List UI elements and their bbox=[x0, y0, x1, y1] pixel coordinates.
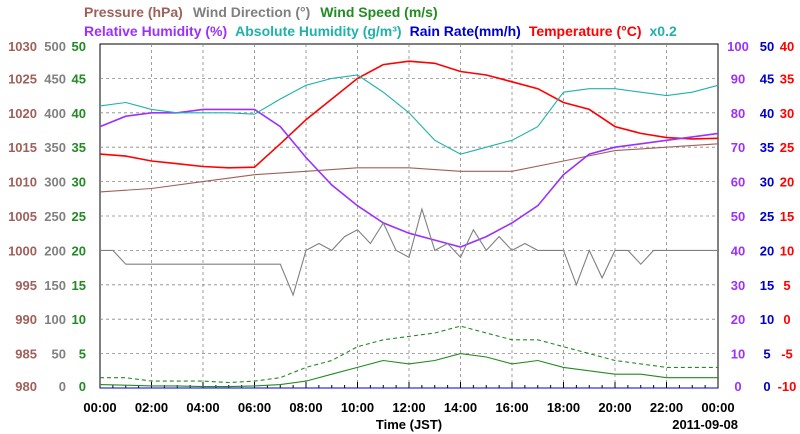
wind_dir-axis-tick-label: 250 bbox=[44, 209, 66, 224]
rain-axis-tick-label: 30 bbox=[760, 175, 774, 190]
temp-axis-tick-label: 0 bbox=[783, 312, 790, 327]
x-tick-label: 02:00 bbox=[135, 400, 168, 415]
legend-temp: Temperature (°C) bbox=[529, 23, 642, 39]
x-tick-label: 14:00 bbox=[444, 400, 477, 415]
temp-axis-tick-label: 5 bbox=[783, 278, 790, 293]
temp-axis-tick-label: 25 bbox=[780, 140, 794, 155]
series-line-wind-speed bbox=[99, 353, 718, 388]
wind_dir-axis-tick-label: 300 bbox=[44, 175, 66, 190]
wind_dir-axis-tick-label: 100 bbox=[44, 312, 66, 327]
temp-axis-tick-label: 35 bbox=[780, 71, 794, 86]
wind_speed-axis-tick-label: 0 bbox=[79, 379, 86, 394]
rel_hum-axis-tick-label: 70 bbox=[731, 140, 745, 155]
rel_hum-axis-tick-label: 40 bbox=[731, 243, 745, 258]
x-tick-label: 16:00 bbox=[495, 400, 528, 415]
series-line-wind-gust bbox=[100, 325, 718, 384]
rain-axis-tick-label: 10 bbox=[760, 312, 774, 327]
wind_speed-axis-tick-label: 45 bbox=[72, 71, 86, 86]
temp-axis-tick-label: -5 bbox=[781, 347, 793, 362]
pressure-axis-tick-label: 1005 bbox=[8, 209, 37, 224]
x-tick-label: 20:00 bbox=[598, 400, 631, 415]
legend-wind-dir: Wind Direction (°) bbox=[193, 4, 310, 20]
temp-axis-tick-label: -10 bbox=[778, 379, 797, 394]
series-line-rel-hum bbox=[99, 108, 719, 248]
wind_dir-axis-tick-label: 400 bbox=[44, 106, 66, 121]
legend-abs-scale: x0.2 bbox=[650, 23, 677, 39]
pressure-axis-tick-label: 1025 bbox=[8, 71, 37, 86]
wind_speed-axis-tick-label: 5 bbox=[79, 347, 86, 362]
series-line-abs-hum bbox=[99, 74, 719, 155]
pressure-axis-tick-label: 995 bbox=[15, 278, 37, 293]
x-tick-label: 12:00 bbox=[392, 400, 425, 415]
rain-axis-tick-label: 40 bbox=[760, 106, 774, 121]
rel_hum-axis-tick-label: 10 bbox=[731, 347, 745, 362]
rain-axis-tick-label: 15 bbox=[760, 278, 774, 293]
legend-pressure: Pressure (hPa) bbox=[84, 4, 183, 20]
rel_hum-axis-tick-label: 80 bbox=[731, 106, 745, 121]
legend-rel-hum: Relative Humidity (%) bbox=[84, 23, 227, 39]
temp-axis-tick-label: 15 bbox=[780, 209, 794, 224]
series-line-temp bbox=[99, 60, 719, 169]
rain-axis-tick-label: 0 bbox=[763, 379, 770, 394]
rel_hum-axis-tick-label: 50 bbox=[731, 209, 745, 224]
rain-axis-tick-label: 25 bbox=[760, 209, 774, 224]
rain-axis-tick-label: 20 bbox=[760, 243, 774, 258]
x-tick-label: 22:00 bbox=[650, 400, 683, 415]
x-tick-label: 00:00 bbox=[701, 400, 734, 415]
rel_hum-axis-tick-label: 20 bbox=[731, 312, 745, 327]
wind_dir-axis-tick-label: 350 bbox=[44, 140, 66, 155]
wind_speed-axis-tick-label: 40 bbox=[72, 106, 86, 121]
rel_hum-axis-tick-label: 30 bbox=[731, 278, 745, 293]
wind_dir-axis-tick-label: 200 bbox=[44, 243, 66, 258]
rain-axis-tick-label: 50 bbox=[760, 39, 774, 54]
x-tick-label: 00:00 bbox=[83, 400, 116, 415]
wind_dir-axis-tick-label: 0 bbox=[59, 379, 66, 394]
rain-axis-tick-label: 35 bbox=[760, 140, 774, 155]
pressure-axis-tick-label: 985 bbox=[15, 347, 37, 362]
wind_dir-axis-tick-label: 450 bbox=[44, 71, 66, 86]
wind_speed-axis-tick-label: 35 bbox=[72, 140, 86, 155]
rain-axis-tick-label: 45 bbox=[760, 71, 774, 86]
legend-rain: Rain Rate(mm/h) bbox=[410, 23, 521, 39]
x-tick-label: 18:00 bbox=[547, 400, 580, 415]
x-tick-label: 06:00 bbox=[238, 400, 271, 415]
series-line-pressure bbox=[99, 143, 719, 193]
temp-axis-tick-label: 30 bbox=[780, 106, 794, 121]
legend-abs-hum: Absolute Humidity (g/m³) bbox=[235, 23, 401, 39]
temp-axis-tick-label: 20 bbox=[780, 175, 794, 190]
x-tick-label: 04:00 bbox=[186, 400, 219, 415]
wind_dir-axis-tick-label: 50 bbox=[52, 347, 66, 362]
date-label: 2011-09-08 bbox=[672, 417, 738, 432]
rel_hum-axis-tick-label: 90 bbox=[731, 71, 745, 86]
wind_speed-axis-tick-label: 50 bbox=[72, 39, 86, 54]
x-tick-label: 10:00 bbox=[341, 400, 374, 415]
wind_speed-axis-tick-label: 15 bbox=[72, 278, 86, 293]
wind_speed-axis-tick-label: 20 bbox=[72, 243, 86, 258]
temp-axis-tick-label: 10 bbox=[780, 243, 794, 258]
pressure-axis-tick-label: 980 bbox=[15, 379, 37, 394]
rel_hum-axis-tick-label: 60 bbox=[731, 175, 745, 190]
legend-wind-speed: Wind Speed (m/s) bbox=[320, 4, 437, 20]
wind_dir-axis-tick-label: 500 bbox=[44, 39, 66, 54]
wind_speed-axis-tick-label: 30 bbox=[72, 175, 86, 190]
pressure-axis-tick-label: 1020 bbox=[8, 106, 37, 121]
wind_speed-axis-tick-label: 10 bbox=[72, 312, 86, 327]
pressure-axis-tick-label: 990 bbox=[15, 312, 37, 327]
rel_hum-axis-tick-label: 0 bbox=[734, 379, 741, 394]
temp-axis-tick-label: 40 bbox=[780, 39, 794, 54]
pressure-axis-tick-label: 1000 bbox=[8, 243, 37, 258]
rel_hum-axis-tick-label: 100 bbox=[727, 39, 749, 54]
pressure-axis-tick-label: 1015 bbox=[8, 140, 37, 155]
wind_speed-axis-tick-label: 25 bbox=[72, 209, 86, 224]
wind_dir-axis-tick-label: 150 bbox=[44, 278, 66, 293]
rain-axis-tick-label: 5 bbox=[763, 347, 770, 362]
pressure-axis-tick-label: 1010 bbox=[8, 175, 37, 190]
x-tick-label: 08:00 bbox=[289, 400, 322, 415]
series-line-wind-dir bbox=[100, 207, 718, 297]
x-axis-label: Time (JST) bbox=[376, 417, 442, 432]
pressure-axis-tick-label: 1030 bbox=[8, 39, 37, 54]
